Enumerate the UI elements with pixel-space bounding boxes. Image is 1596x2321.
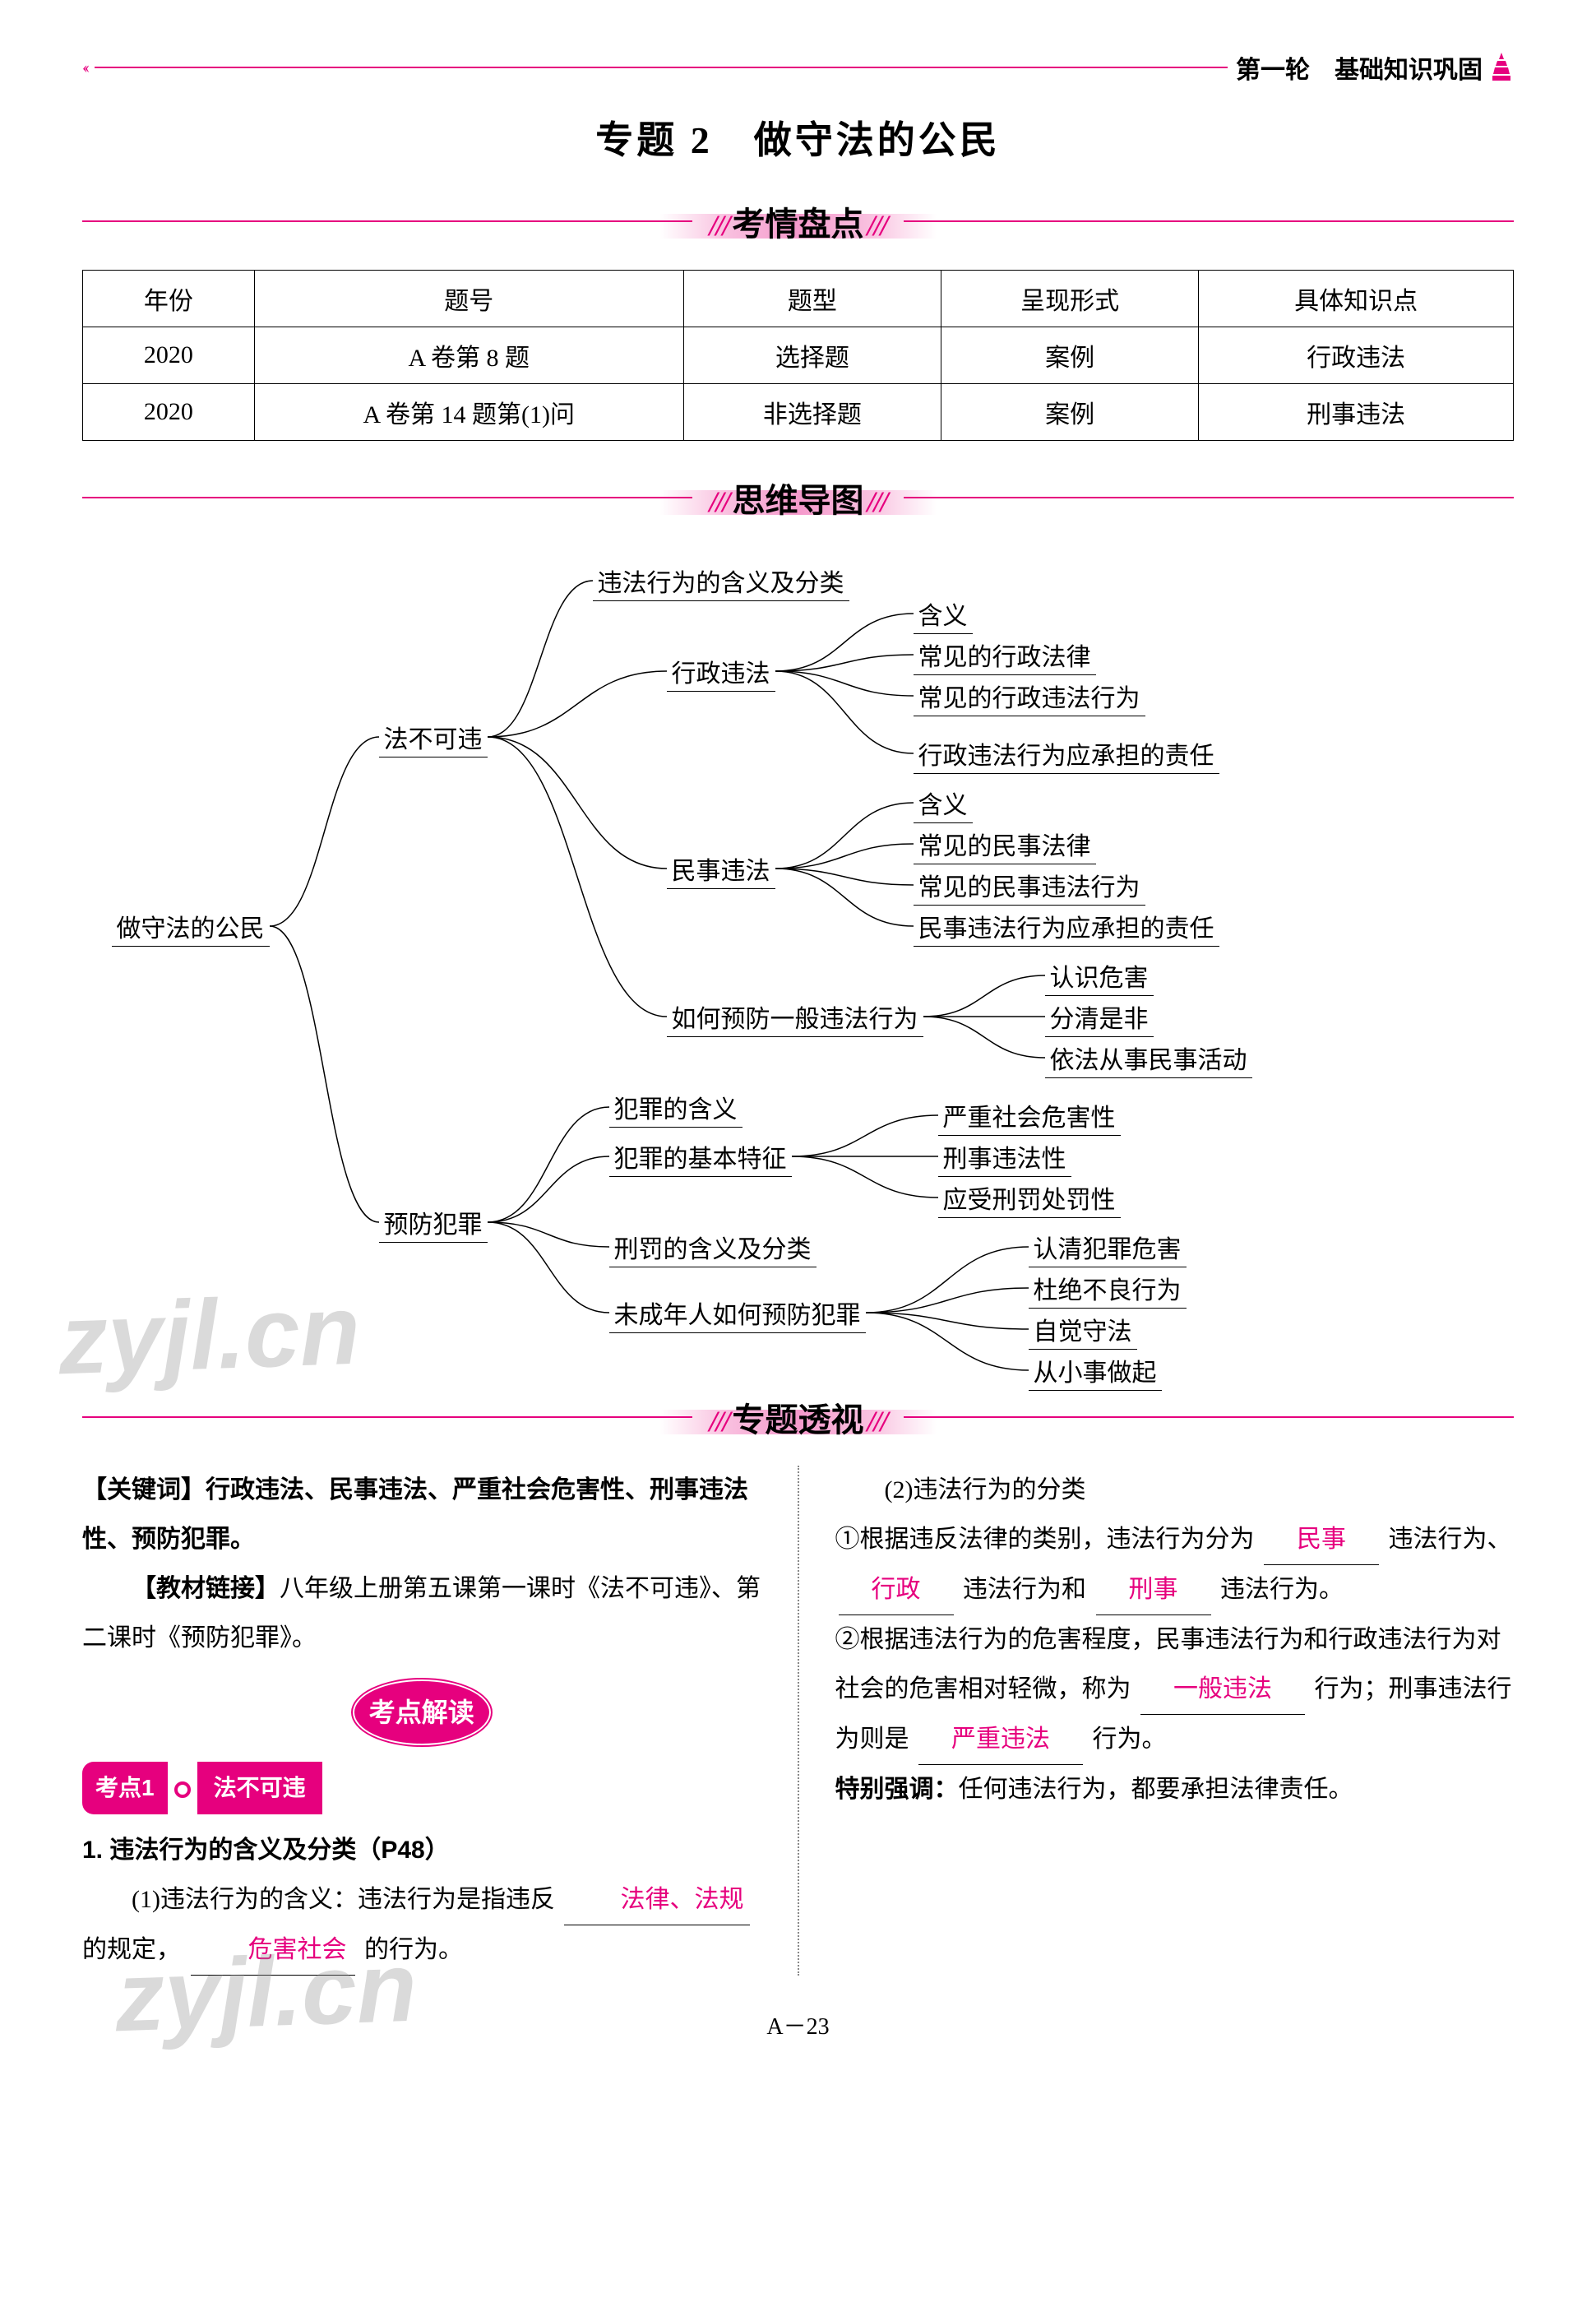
table-header: 题型 <box>683 271 941 327</box>
mindmap-node: 严重社会危害性 <box>938 1097 1121 1136</box>
section-title-3: 专题透视 <box>733 1401 864 1438</box>
table-row: 2020A 卷第 8 题选择题案例行政违法 <box>83 327 1514 384</box>
mindmap-node: 做守法的公民 <box>112 908 270 947</box>
watermark-1: zyjl.cn <box>56 1273 361 1397</box>
header-text: 第一轮 基础知识巩固 <box>1236 49 1483 86</box>
table-header: 具体知识点 <box>1199 271 1514 327</box>
keywords-label: 【关键词】 <box>82 1476 206 1503</box>
blank-harm: 危害社会 <box>191 1925 355 1976</box>
blank-civil: 民事 <box>1264 1515 1379 1565</box>
mind-map: zyjl.cn 做守法的公民法不可违违法行为的含义及分类行政违法含义常见的行政法… <box>83 546 1514 1377</box>
left-column: 【关键词】行政违法、民事违法、严重社会危害性、刑事违法性、预防犯罪。 【教材链接… <box>82 1466 761 1976</box>
table-cell: A 卷第 8 题 <box>254 327 683 384</box>
note-para: 特别强调：任何违法行为，都要承担法律责任。 <box>835 1765 1515 1814</box>
table-cell: A 卷第 14 题第(1)问 <box>254 384 683 441</box>
column-divider <box>798 1466 799 1976</box>
blank-general: 一般违法 <box>1140 1665 1305 1715</box>
definition-para: (1)违法行为的含义：违法行为是指违反 法律、法规 的规定， 危害社会 的行为。 <box>82 1875 761 1976</box>
header-chevrons: ‹‹ <box>82 58 86 77</box>
mindmap-node: 含义 <box>914 785 973 823</box>
mindmap-node: 杜绝不良行为 <box>1029 1270 1187 1309</box>
table-header: 年份 <box>83 271 255 327</box>
mindmap-node: 常见的民事违法行为 <box>914 867 1145 906</box>
mindmap-node: 预防犯罪 <box>379 1204 488 1243</box>
mindmap-node: 自觉守法 <box>1029 1311 1137 1350</box>
mindmap-node: 行政违法行为应承担的责任 <box>914 735 1219 774</box>
mindmap-node: 如何预防一般违法行为 <box>667 998 923 1037</box>
section-banner-1: /// 考情盘点 /// <box>82 197 1514 245</box>
mindmap-node: 犯罪的基本特征 <box>609 1138 792 1177</box>
table-header: 题号 <box>254 271 683 327</box>
mindmap-node: 犯罪的含义 <box>609 1089 742 1128</box>
mindmap-node: 依法从事民事活动 <box>1045 1040 1252 1078</box>
kaodian-dot-icon <box>174 1781 191 1798</box>
mindmap-node: 刑事违法性 <box>938 1138 1071 1177</box>
topic-title: 专题 2 做守法的公民 <box>82 110 1514 164</box>
textbook-label: 【教材链接】 <box>132 1575 280 1602</box>
page-number: A－23 <box>82 2008 1514 2041</box>
mindmap-node: 从小事做起 <box>1029 1352 1162 1391</box>
table-cell: 2020 <box>83 327 255 384</box>
table-cell: 选择题 <box>683 327 941 384</box>
mindmap-node: 常见的行政违法行为 <box>914 678 1145 716</box>
blank-law: 法律、法规 <box>564 1875 750 1925</box>
section-banner-2: /// 思维导图 /// <box>82 474 1514 521</box>
kaodian-heading: 考点1 法不可违 <box>82 1762 761 1814</box>
mindmap-node: 法不可违 <box>379 719 488 757</box>
table-cell: 刑事违法 <box>1199 384 1514 441</box>
mindmap-node: 常见的行政法律 <box>914 637 1096 675</box>
mindmap-node: 民事违法 <box>667 850 775 889</box>
p4: ②根据违法行为的危害程度，民事违法行为和行政违法行为对社会的危害相对轻微，称为 … <box>835 1615 1515 1765</box>
right-column: (2)违法行为的分类 ①根据违反法律的类别，违法行为分为 民事 违法行为、 行政… <box>835 1466 1515 1976</box>
section-title-1: 考情盘点 <box>733 206 864 243</box>
badge-row: 考点解读 <box>82 1679 761 1745</box>
mindmap-node: 分清是非 <box>1045 998 1154 1037</box>
content-columns: 【关键词】行政违法、民事违法、严重社会危害性、刑事违法性、预防犯罪。 【教材链接… <box>82 1466 1514 1976</box>
mindmap-node: 刑罚的含义及分类 <box>609 1229 817 1267</box>
header-rule <box>95 67 1228 68</box>
p3: ①根据违反法律的类别，违法行为分为 民事 违法行为、 行政 违法行为和 刑事 违… <box>835 1515 1515 1615</box>
mindmap-node: 常见的民事法律 <box>914 826 1096 864</box>
p2: (2)违法行为的分类 <box>835 1466 1515 1515</box>
mindmap-node: 行政违法 <box>667 653 775 692</box>
section-title-2: 思维导图 <box>733 482 864 519</box>
kaodian-title: 法不可违 <box>197 1762 322 1814</box>
exam-info-table: 年份题号题型呈现形式具体知识点 2020A 卷第 8 题选择题案例行政违法202… <box>82 270 1514 441</box>
table-cell: 行政违法 <box>1199 327 1514 384</box>
page-header: ‹‹ 第一轮 基础知识巩固 <box>82 49 1514 86</box>
table-header: 呈现形式 <box>941 271 1198 327</box>
kaodian-tag: 考点1 <box>82 1762 168 1814</box>
note-label: 特别强调： <box>835 1776 959 1803</box>
table-cell: 案例 <box>941 327 1198 384</box>
table-row: 2020A 卷第 14 题第(1)问非选择题案例刑事违法 <box>83 384 1514 441</box>
mindmap-node: 认清犯罪危害 <box>1029 1229 1187 1267</box>
table-cell: 非选择题 <box>683 384 941 441</box>
table-cell: 案例 <box>941 384 1198 441</box>
section-banner-3: /// 专题透视 /// <box>82 1393 1514 1441</box>
keywords-para: 【关键词】行政违法、民事违法、严重社会危害性、刑事违法性、预防犯罪。 <box>82 1466 761 1564</box>
table-cell: 2020 <box>83 384 255 441</box>
mindmap-node: 认识危害 <box>1045 957 1154 996</box>
pagoda-icon <box>1489 51 1514 84</box>
mindmap-node: 应受刑罚处罚性 <box>938 1179 1121 1218</box>
subhead-1: 1. 违法行为的含义及分类（P48） <box>82 1826 761 1875</box>
mindmap-node: 违法行为的含义及分类 <box>593 563 849 601</box>
mindmap-node: 民事违法行为应承担的责任 <box>914 908 1219 947</box>
mindmap-node: 未成年人如何预防犯罪 <box>609 1295 866 1333</box>
textbook-para: 【教材链接】八年级上册第五课第一课时《法不可违》、第二课时《预防犯罪》。 <box>82 1564 761 1663</box>
blank-severe: 严重违法 <box>918 1715 1083 1765</box>
kaodian-badge: 考点解读 <box>353 1679 491 1745</box>
blank-criminal: 刑事 <box>1096 1565 1211 1615</box>
note-text: 任何违法行为，都要承担法律责任。 <box>959 1776 1353 1803</box>
blank-admin: 行政 <box>839 1565 954 1615</box>
mindmap-node: 含义 <box>914 595 973 634</box>
